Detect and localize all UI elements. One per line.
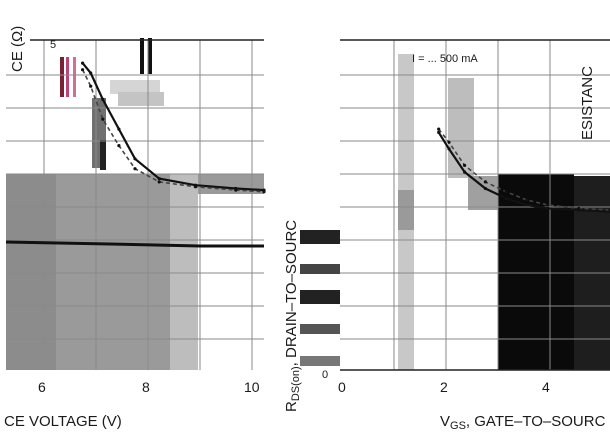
- right-point-1-4: [504, 190, 508, 194]
- right-y-axis-title: RDS(on), DRAIN–TO–SOURC: [283, 220, 302, 412]
- left-point-1-5: [157, 180, 161, 184]
- right-point-1-0: [437, 127, 441, 131]
- left-point-0-0: [81, 61, 85, 65]
- left-x-tick-6: 6: [38, 379, 46, 395]
- left-point-1-7: [234, 188, 238, 192]
- left-chart-grid: [6, 40, 264, 370]
- right-point-1-1: [447, 140, 451, 144]
- left-point-1-2: [101, 117, 105, 121]
- right-x-tick-2: 2: [440, 379, 448, 395]
- left-x-tick-10: 10: [244, 379, 260, 395]
- right-point-1-5: [525, 198, 529, 202]
- right-x-axis-title-sub: GS: [450, 420, 466, 432]
- right-y-axis-title-main: R: [283, 401, 300, 412]
- left-point-1-8: [262, 190, 266, 194]
- right-point-0-4: [504, 196, 508, 200]
- left-point-0-4: [133, 157, 137, 161]
- left-lower-trace: [5, 240, 264, 248]
- left-y-tick-top: 5: [50, 39, 56, 51]
- right-point-0-1: [447, 147, 451, 151]
- left-point-0-3: [117, 127, 121, 131]
- left-point-0-2: [101, 97, 105, 101]
- left-point-1-0: [81, 68, 85, 72]
- left-chart-series: [5, 61, 266, 248]
- right-side-label: ESISTANC: [579, 66, 596, 140]
- right-point-1-2: [463, 163, 467, 167]
- right-point-0-5: [525, 203, 529, 207]
- right-x-tick-0: 0: [338, 379, 346, 395]
- right-point-0-0: [437, 130, 441, 134]
- right-y-tick-bottom: 0: [322, 369, 328, 381]
- left-point-0-5: [157, 177, 161, 181]
- right-point-1-3: [483, 180, 487, 184]
- left-y-axis-title: CE (Ω): [9, 26, 26, 72]
- right-chart-series: [437, 127, 610, 214]
- right-point-0-6: [546, 206, 550, 210]
- left-point-0-1: [89, 71, 93, 75]
- right-point-0-3: [483, 186, 487, 191]
- right-point-0-2: [463, 170, 467, 174]
- left-x-tick-8: 8: [142, 379, 150, 395]
- left-point-1-4: [133, 167, 137, 171]
- left-x-axis-title: CE VOLTAGE (V): [4, 413, 122, 430]
- right-point-1-7: [577, 206, 581, 210]
- right-x-tick-4: 4: [542, 379, 550, 395]
- right-x-axis-title-main: V: [440, 413, 450, 430]
- right-point-1-6: [546, 203, 550, 207]
- right-y-axis-title-sub: DS(on): [290, 366, 302, 401]
- current-annotation: I = ... 500 mA: [412, 53, 478, 65]
- right-y-axis-title-rest: , DRAIN–TO–SOURC: [283, 220, 300, 367]
- left-point-1-3: [117, 144, 121, 148]
- right-chart-frame: [340, 39, 610, 371]
- left-point-1-6: [193, 185, 198, 189]
- left-point-1-1: [89, 84, 93, 88]
- right-x-axis-title-rest: , GATE–TO–SOURC: [466, 413, 606, 430]
- right-x-axis-title: VGS, GATE–TO–SOURC: [440, 413, 606, 432]
